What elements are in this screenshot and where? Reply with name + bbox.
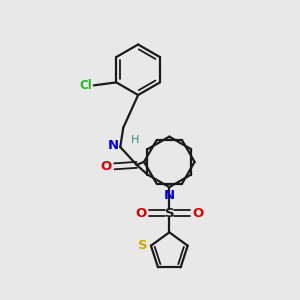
Text: N: N	[164, 189, 175, 202]
Text: O: O	[135, 206, 146, 220]
Text: N: N	[108, 139, 119, 152]
Text: O: O	[100, 160, 111, 173]
Text: S: S	[164, 206, 174, 220]
Text: S: S	[138, 239, 148, 252]
Text: H: H	[131, 135, 139, 145]
Text: O: O	[193, 206, 204, 220]
Text: Cl: Cl	[80, 79, 92, 92]
